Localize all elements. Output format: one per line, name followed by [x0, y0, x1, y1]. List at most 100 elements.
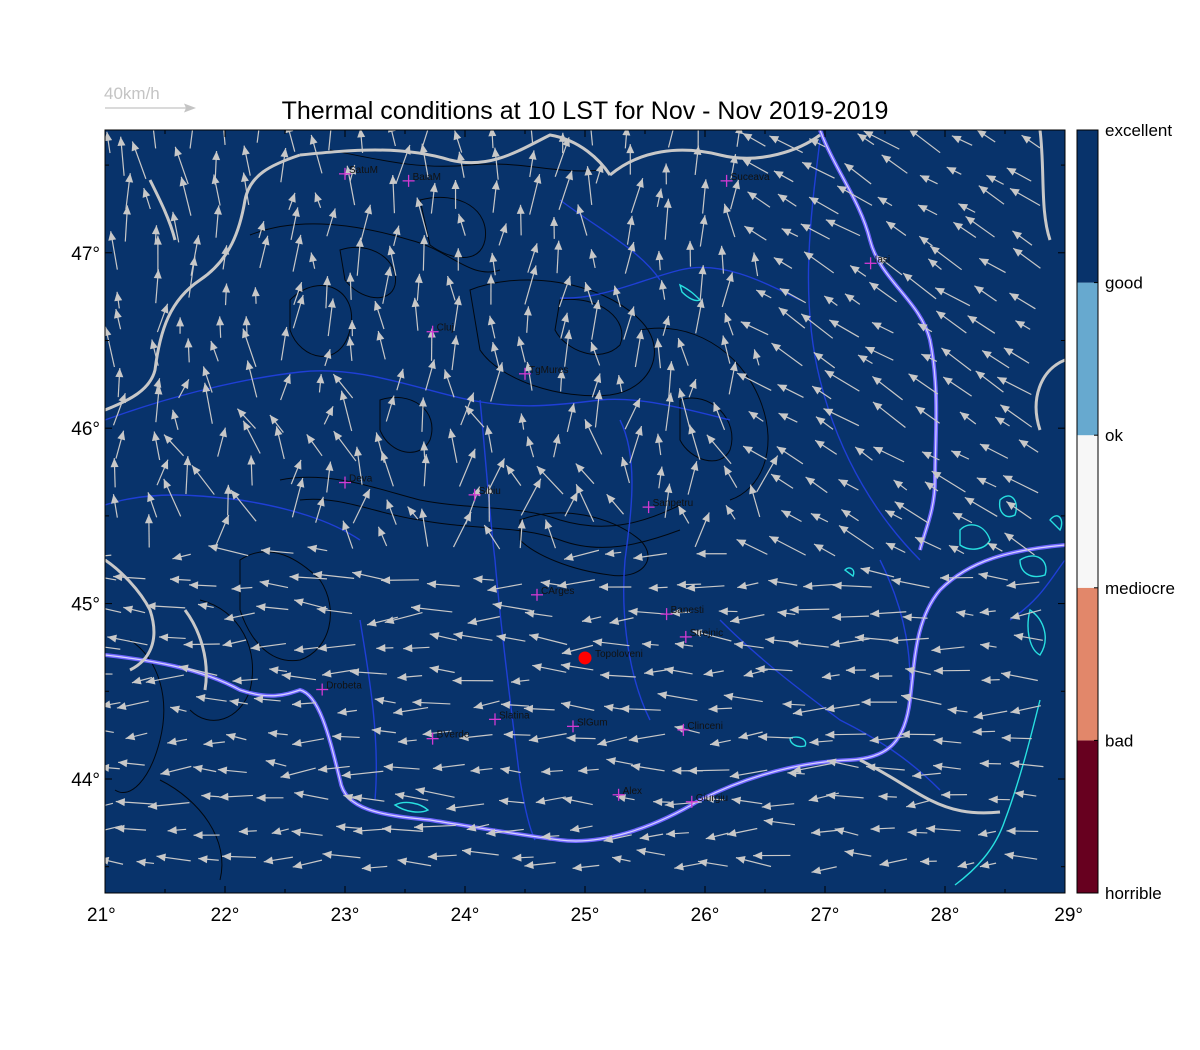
city-marker: Sanpetru: [642, 498, 693, 514]
wind-arrow: [891, 577, 930, 589]
wind-arrow: [289, 573, 328, 582]
wind-arrow: [323, 349, 332, 367]
wind-arrow: [488, 130, 497, 149]
wind-arrow: [361, 863, 388, 872]
wind-arrow: [114, 291, 123, 309]
wind-arrow: [770, 473, 794, 489]
wind-arrow: [703, 669, 724, 677]
contour-line: [239, 551, 331, 662]
wind-arrow: [253, 695, 281, 704]
wind-arrow: [560, 312, 569, 339]
wind-arrow: [256, 793, 284, 802]
contour-line: [279, 476, 681, 527]
wind-arrow: [825, 703, 860, 713]
city-marker: Drobeta: [316, 681, 362, 696]
wind-arrow: [557, 369, 566, 392]
river-line: [559, 266, 801, 301]
wind-arrow: [217, 427, 227, 457]
wind-arrow: [1015, 320, 1031, 330]
wind-arrow: [641, 640, 659, 649]
wind-arrow: [979, 759, 1002, 768]
wind-arrow: [1009, 292, 1036, 310]
wind-arrow: [612, 855, 631, 864]
wind-arrow: [267, 729, 288, 738]
wind-arrow: [473, 700, 500, 710]
wind-arrow: [352, 570, 389, 582]
city-label: Slatina: [499, 710, 530, 721]
wind-arrow: [781, 509, 802, 522]
x-tick-label: 24°: [451, 905, 480, 926]
wind-arrow: [183, 456, 192, 495]
wind-arrow: [728, 361, 738, 395]
wind-arrow: [942, 376, 972, 397]
wind-arrow: [432, 763, 465, 772]
wind-arrow: [223, 130, 226, 145]
wind-arrow: [190, 235, 201, 276]
wind-arrow: [524, 609, 553, 618]
wind-arrow: [628, 607, 665, 616]
wind-arrow: [259, 235, 270, 269]
wind-arrow: [483, 524, 501, 550]
wind-arrow: [845, 666, 866, 675]
wind-arrow: [594, 390, 603, 428]
wind-arrow: [171, 409, 179, 430]
city-marker: Iasi: [864, 254, 891, 270]
city-label: Iasi: [875, 254, 891, 265]
legend-swatch: [1077, 587, 1098, 741]
wind-arrow: [317, 764, 350, 773]
wind-arrow: [290, 459, 302, 485]
wind-arrow: [529, 633, 568, 646]
wind-arrow: [748, 410, 764, 422]
wind-arrow: [854, 446, 873, 461]
wind-arrow: [1004, 532, 1035, 556]
wind-arrow: [978, 185, 1005, 205]
city-label: SlGum: [577, 717, 608, 728]
wind-arrow: [131, 676, 153, 685]
wind-arrow: [976, 477, 997, 488]
wind-arrow: [986, 174, 1004, 185]
wind-arrow: [809, 737, 833, 746]
wind-arrow: [564, 329, 573, 367]
contour-line: [339, 246, 396, 299]
wind-arrow: [755, 665, 793, 674]
wind-arrow: [725, 505, 736, 520]
city-marker: Giurgiu: [685, 793, 728, 808]
wind-arrow: [566, 734, 596, 743]
terrain-contours: [114, 149, 769, 881]
wind-arrow: [348, 320, 357, 337]
wind-arrow: [193, 764, 217, 773]
wind-arrow: [729, 179, 740, 210]
wind-arrow: [323, 406, 334, 425]
wind-arrow: [419, 508, 429, 547]
wind-arrow: [667, 130, 674, 148]
wind-arrow: [997, 376, 1032, 396]
wind-arrow: [872, 375, 903, 401]
wind-arrow: [735, 855, 772, 868]
wind-arrow: [699, 215, 708, 247]
wind-arrow: [924, 481, 939, 492]
wind-arrow: [473, 575, 494, 584]
wind-arrow: [624, 241, 636, 274]
wind-arrow: [498, 223, 508, 246]
wind-arrow: [873, 446, 905, 463]
wind-arrow: [884, 509, 903, 520]
wind-arrow: [832, 581, 872, 590]
wind-arrow: [108, 231, 118, 270]
wind-arrow: [558, 170, 573, 211]
wind-arrow: [486, 458, 506, 494]
wind-arrow: [385, 395, 396, 422]
wind-arrow: [758, 733, 793, 742]
wind-arrow: [470, 766, 493, 774]
wind-arrow: [589, 249, 598, 269]
wind-arrow: [429, 632, 458, 641]
wind-arrow: [376, 330, 386, 360]
city-marker: SatuM: [339, 165, 378, 180]
wind-arrow: [392, 225, 401, 247]
wind-arrow: [974, 285, 997, 302]
wind-arrow: [653, 797, 670, 806]
wind-arrow: [953, 221, 977, 238]
wind-arrow: [163, 434, 185, 457]
wind-arrow: [978, 257, 1006, 274]
wind-arrow: [654, 338, 663, 369]
wind-arrow: [554, 240, 563, 274]
